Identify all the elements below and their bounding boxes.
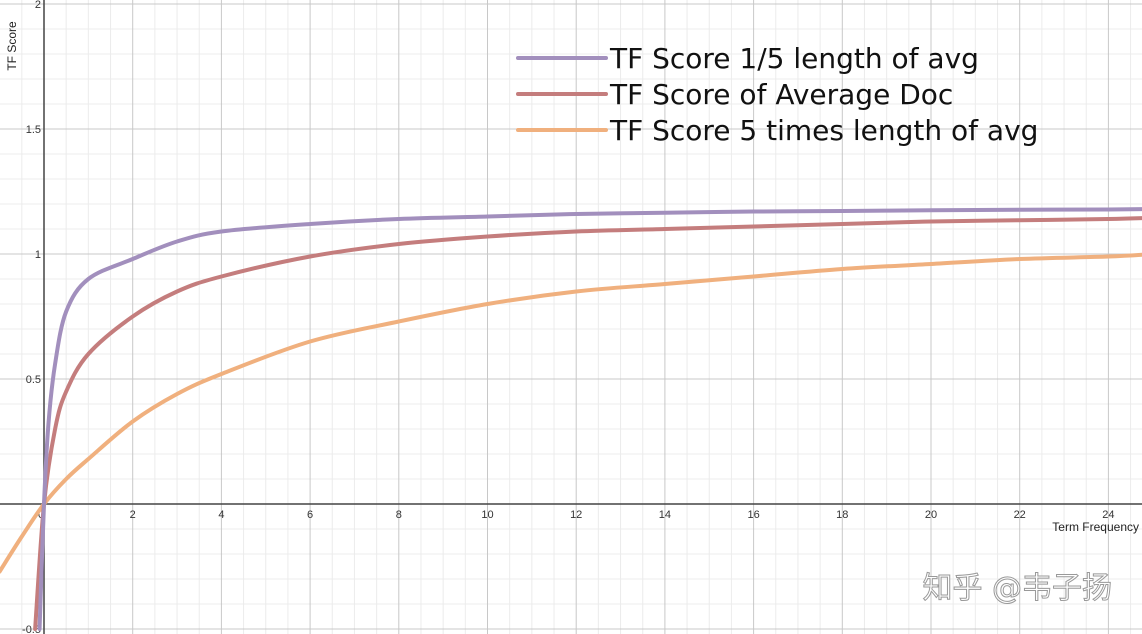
x-tick-label: 4 [218,509,224,521]
series-line-3 [0,252,1142,574]
legend-label-3: TF Score 5 times length of avg [609,114,1038,147]
x-tick-label: 16 [747,509,759,521]
legend-label-2: TF Score of Average Doc [609,78,953,111]
x-tick-label: 12 [570,509,582,521]
y-tick-label: 2 [35,0,41,11]
x-tick-label: 18 [836,509,848,521]
x-axis-title: Term Frequency [1052,520,1139,534]
y-axis-title: TF Score [5,21,19,71]
legend-label-1: TF Score 1/5 length of avg [609,42,979,75]
series-line-1 [37,207,1142,631]
x-tick-label: 8 [396,509,402,521]
x-tick-label: 22 [1014,509,1026,521]
x-tick-label: 14 [659,509,671,521]
y-tick-label: 0.5 [26,374,41,386]
x-tick-label: 24 [1102,509,1114,521]
series-line-2 [33,216,1142,631]
y-tick-label: -0.5 [22,624,41,634]
x-tick-label: 6 [307,509,313,521]
x-tick-label: 2 [130,509,136,521]
x-tick-label: 20 [925,509,937,521]
x-tick-label: 10 [481,509,493,521]
y-tick-label: 1.5 [26,124,41,136]
y-tick-label: 1 [35,249,41,261]
series-lines [0,207,1142,631]
watermark: 知乎 @韦子扬 [922,571,1112,606]
